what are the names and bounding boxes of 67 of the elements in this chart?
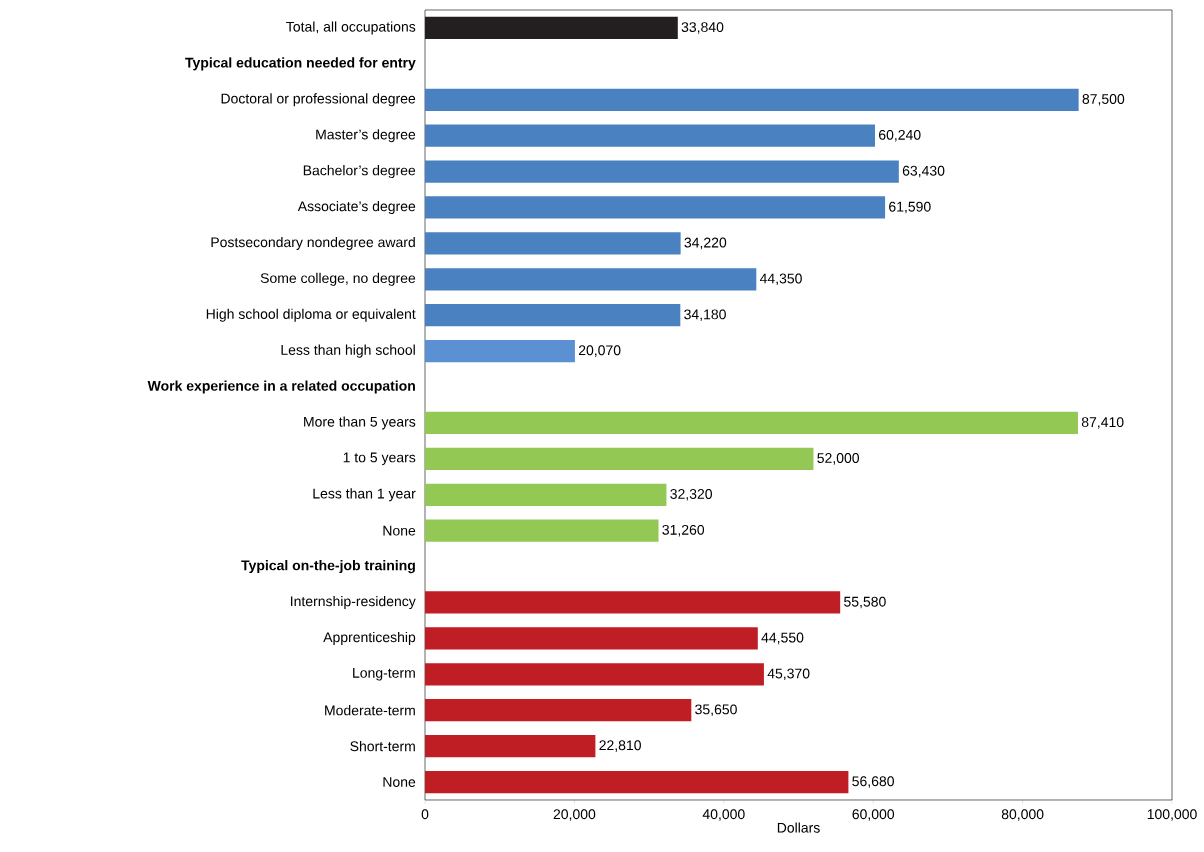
y-tick-label: Less than 1 year [313,488,416,502]
y-tick-label: None [383,525,416,536]
bar [425,663,764,686]
data-label: 55,580 [844,596,886,609]
y-tick-label: Short-term [350,740,415,752]
x-tick-label: 80,000 [1001,809,1044,821]
bar [425,340,575,363]
x-tick-label: 40,000 [702,809,745,821]
data-label: 45,370 [767,668,810,681]
bar [425,770,849,794]
y-tick-label: Typical on-the-job training [241,560,415,574]
data-label: 33,840 [681,22,724,34]
bar [425,304,681,327]
data-label: 56,680 [852,776,894,788]
y-tick-label: Less than high school [281,344,415,358]
y-tick-label: Work experience in a related occupation [147,380,415,394]
y-tick-label: Associate’s degree [297,200,416,215]
data-label: 52,000 [817,453,860,465]
y-tick-label: Doctoral or professional degree [221,93,416,107]
bar [425,627,758,650]
bar [425,124,875,147]
y-tick-label: Internship-residency [291,595,416,610]
data-label: 63,430 [902,165,945,178]
y-tick-label: Apprenticeship [323,631,416,645]
data-label: 61,590 [889,201,931,214]
data-label: 31,260 [662,524,705,537]
y-tick-label: Some college, no degree [260,272,416,286]
y-tick-label: Long-term [353,668,415,681]
bar [425,591,841,614]
data-label: 87,410 [1081,417,1124,429]
x-tick-label: 0 [421,809,429,820]
x-tick-label: 60,000 [852,809,895,821]
y-tick-label: More than 5 years [304,416,416,430]
bar [425,519,659,542]
bar [425,483,667,506]
data-label: 35,650 [695,704,737,717]
y-tick-label: Moderate-term [325,705,415,716]
data-label: 32,320 [670,488,712,501]
y-tick-label: Postsecondary nondegree award [211,236,415,250]
data-label: 44,550 [761,632,804,645]
data-label: 34,220 [684,237,727,250]
bar [425,735,596,758]
y-tick-label: Bachelor’s degree [303,165,416,179]
bar [425,196,886,219]
bar [425,411,1078,435]
bar [425,268,757,291]
y-tick-label: Master’s degree [316,129,416,143]
data-label: 60,240 [879,129,921,142]
data-label: 34,180 [684,309,726,322]
x-tick-label: 20,000 [553,809,596,821]
y-tick-label: Typical education needed for entry [185,57,416,71]
bar [425,160,899,183]
x-tick-label: 100,000 [1147,809,1197,821]
bar [425,447,814,470]
y-tick-label: None [383,777,416,787]
data-label: 44,350 [759,273,802,286]
y-tick-label: Total, all occupations [286,21,416,35]
y-tick-label: High school diploma or equivalent [206,308,416,322]
bar [425,88,1079,111]
data-label: 87,500 [1082,93,1125,106]
data-label: 22,810 [599,740,641,752]
bar [425,16,678,40]
bar [425,232,681,255]
y-tick-label: 1 to 5 years [343,452,416,466]
data-label: 20,070 [578,345,621,357]
x-axis-title: Dollars [777,822,820,833]
bar [425,699,692,722]
